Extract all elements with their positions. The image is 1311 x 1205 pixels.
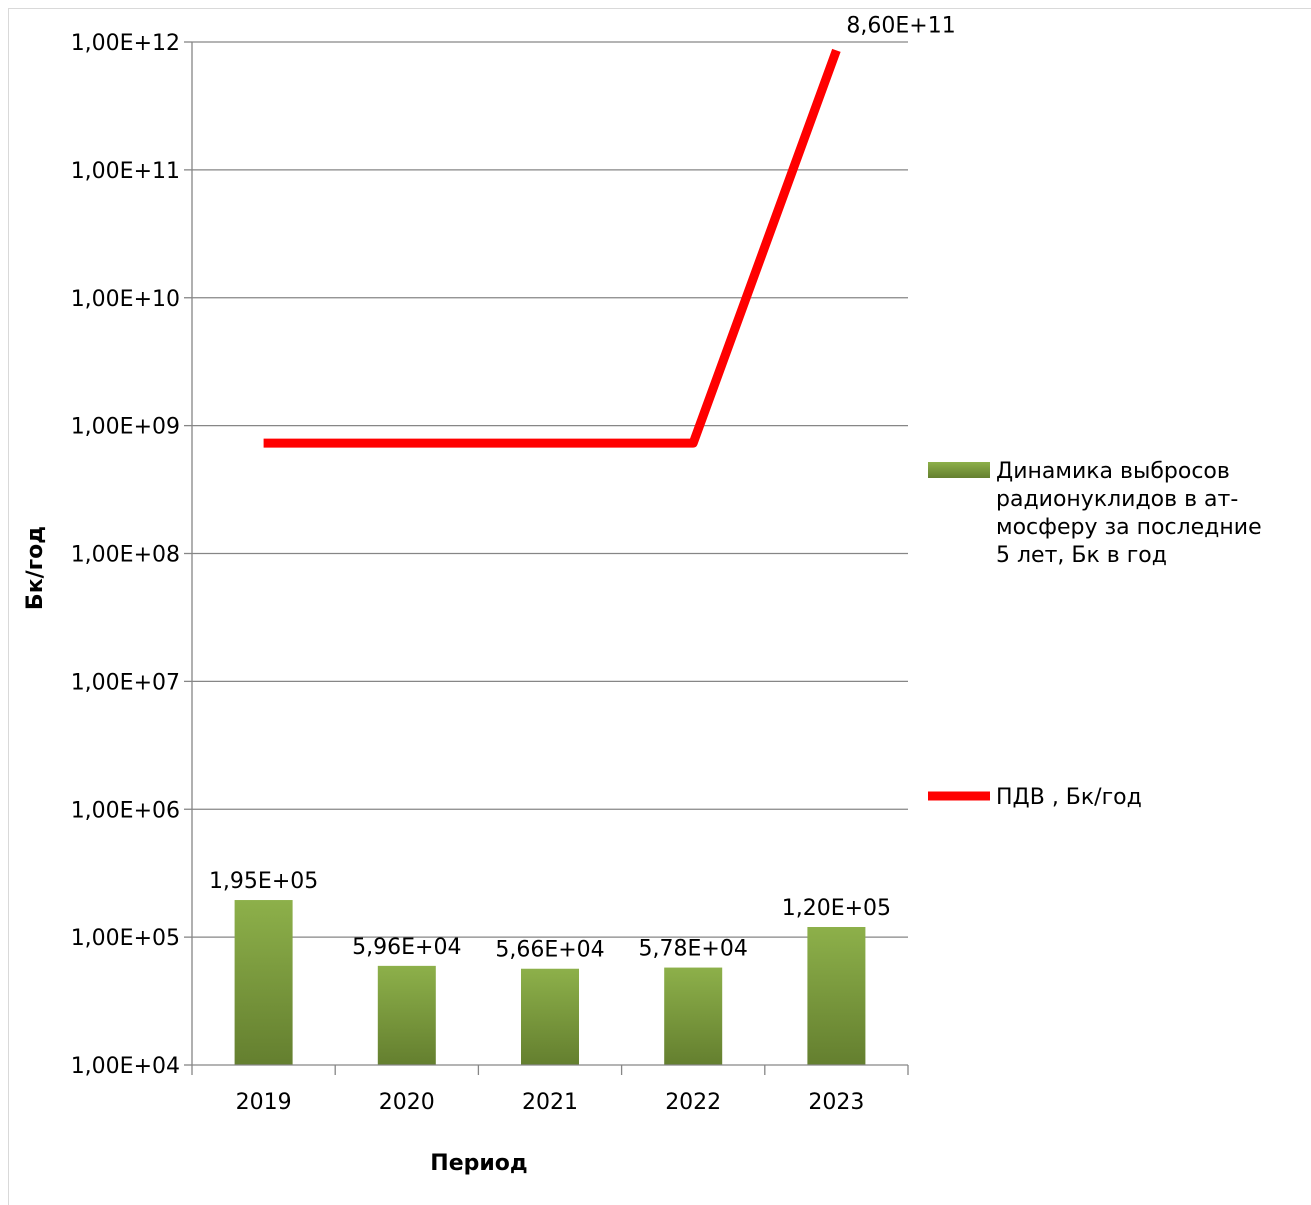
bar: [234, 900, 293, 1065]
legend-bar-label: мосферу за последние: [996, 515, 1262, 540]
bar: [377, 965, 436, 1065]
x-tick-label: 2019: [236, 1090, 292, 1115]
y-tick-label: 1,00E+10: [71, 287, 180, 312]
legend-bar-swatch: [928, 462, 990, 478]
legend-bar-label: 5 лет, Бк в год: [996, 543, 1167, 568]
bar-series: [234, 900, 866, 1065]
axes: 1,00E+04 1,00E+05 1,00E+06 1,00E+07 1,00E+08…: [71, 31, 909, 1115]
chart-frame: [8, 8, 1311, 1205]
y-axis-title: Бк/год: [23, 526, 48, 610]
bar: [521, 968, 579, 1065]
line-series: [263, 48, 841, 448]
y-tick-label: 1,00E+04: [71, 1054, 180, 1079]
y-tick-label: 1,00E+09: [71, 415, 180, 440]
bar-data-label: 1,20E+05: [782, 896, 891, 921]
bar: [807, 926, 866, 1065]
y-tick-label: 1,00E+07: [71, 670, 180, 695]
y-tick-label: 1,00E+06: [71, 798, 180, 823]
bar-data-label: 5,78E+04: [639, 937, 748, 962]
legend-bar-label: радионуклидов в ат-: [996, 487, 1238, 512]
bar-data-label: 1,95E+05: [209, 869, 318, 894]
gridlines: [192, 41, 908, 938]
legend: Динамика выбросов радионуклидов в ат-мосф…: [928, 459, 1262, 810]
x-tick-label: 2020: [379, 1090, 435, 1115]
y-tick-label: 1,00E+05: [71, 926, 180, 951]
y-tick-label: 1,00E+08: [71, 543, 180, 568]
y-tick-label: 1,00E+12: [71, 31, 180, 56]
y-tick-label: 1,00E+11: [71, 159, 180, 184]
bar-data-label: 5,96E+04: [352, 935, 461, 960]
bar-data-label: 5,66E+04: [495, 938, 604, 963]
x-tick-label: 2023: [808, 1090, 864, 1115]
x-axis-title: Период: [430, 1151, 527, 1176]
legend-bar-label: Динамика выбросов: [996, 459, 1230, 484]
pdv-line: [263, 48, 841, 448]
x-tick-label: 2022: [665, 1090, 721, 1115]
line-data-label: 8,60E+11: [846, 13, 955, 38]
bar: [664, 967, 723, 1065]
data-labels: 1,95E+05 5,96E+04 5,66E+04 5,78E+04 1,20E+05…: [209, 13, 956, 962]
x-tick-label: 2021: [522, 1090, 578, 1115]
legend-line-label: ПДВ , Бк/год: [996, 785, 1142, 810]
